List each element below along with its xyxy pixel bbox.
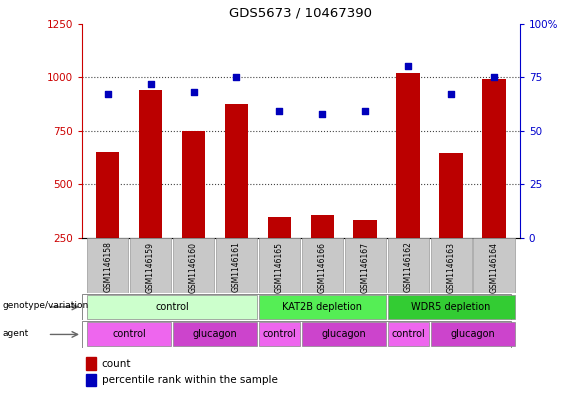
Bar (431, 322, 515, 347)
Text: WDR5 depletion: WDR5 depletion (411, 302, 491, 312)
Point (232, 74, 241, 80)
Point (275, 108, 284, 114)
Text: GSM1146162: GSM1146162 (403, 242, 412, 292)
Text: KAT2B depletion: KAT2B depletion (282, 302, 362, 312)
Bar (139, 90, 162, 291)
Text: control: control (155, 302, 189, 312)
Text: control: control (263, 329, 296, 340)
Bar (268, 217, 291, 291)
Bar (388, 322, 429, 347)
Bar (397, 73, 420, 291)
Point (103, 91, 112, 97)
Point (360, 108, 370, 114)
Point (403, 63, 412, 70)
Text: GSM1146161: GSM1146161 (232, 242, 241, 292)
Text: count: count (102, 358, 131, 369)
Bar (173, 238, 214, 293)
Bar (354, 220, 377, 291)
Point (146, 81, 155, 87)
Text: agent: agent (3, 329, 29, 338)
Bar (225, 104, 248, 291)
Bar (440, 153, 463, 291)
Bar (216, 238, 257, 293)
Bar (345, 238, 386, 293)
Bar (130, 238, 171, 293)
Text: GSM1146158: GSM1146158 (103, 242, 112, 292)
Text: GSM1146167: GSM1146167 (361, 242, 370, 293)
Bar (388, 238, 429, 293)
Bar (87, 238, 128, 293)
Text: GSM1146165: GSM1146165 (275, 242, 284, 293)
Text: control: control (392, 329, 425, 340)
Title: GDS5673 / 10467390: GDS5673 / 10467390 (229, 7, 372, 20)
Bar (87, 322, 171, 347)
Bar (259, 238, 300, 293)
Bar (473, 238, 515, 293)
Text: control: control (112, 329, 146, 340)
Text: genotype/variation: genotype/variation (3, 301, 89, 310)
Bar (302, 238, 343, 293)
Bar (87, 295, 257, 319)
Text: GSM1146163: GSM1146163 (446, 242, 455, 293)
Point (489, 74, 498, 80)
Point (189, 89, 198, 95)
Text: glucagon: glucagon (321, 329, 366, 340)
Bar (96, 152, 119, 291)
Text: percentile rank within the sample: percentile rank within the sample (102, 375, 277, 385)
Point (446, 91, 455, 97)
Bar (86, 357, 96, 369)
Bar (431, 238, 472, 293)
Bar (483, 79, 506, 291)
Point (318, 110, 327, 117)
Text: GSM1146160: GSM1146160 (189, 242, 198, 293)
Bar (311, 215, 334, 291)
Bar (302, 322, 386, 347)
Bar (388, 295, 515, 319)
Text: GSM1146164: GSM1146164 (489, 242, 498, 293)
Bar (86, 374, 96, 386)
Text: glucagon: glucagon (450, 329, 495, 340)
Bar (259, 295, 386, 319)
Bar (182, 130, 205, 291)
Text: GSM1146159: GSM1146159 (146, 242, 155, 293)
Bar (259, 322, 300, 347)
Bar (173, 322, 257, 347)
Text: glucagon: glucagon (193, 329, 237, 340)
Text: GSM1146166: GSM1146166 (318, 242, 327, 293)
